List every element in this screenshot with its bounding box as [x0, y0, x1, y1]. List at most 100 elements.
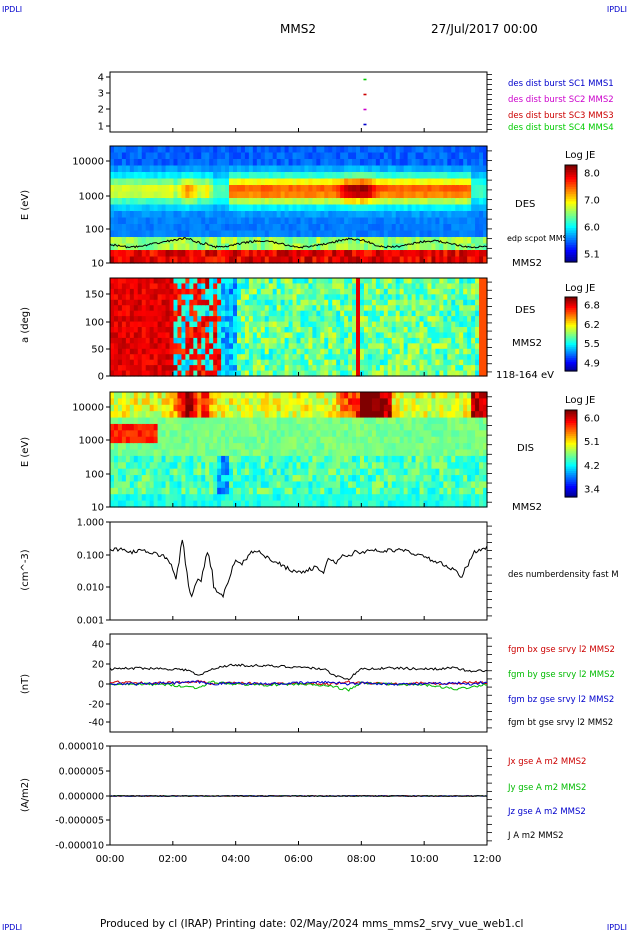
heatmap-cell: [431, 191, 437, 199]
heatmap-cell: [240, 316, 246, 323]
heatmap-cell: [371, 411, 377, 419]
heatmap-cell: [225, 332, 230, 339]
heatmap-cell: [173, 462, 179, 470]
heatmap-cell: [284, 278, 290, 285]
heatmap-cell: [363, 217, 369, 225]
heatmap-cell: [193, 256, 198, 264]
heatmap-cell: [336, 204, 341, 212]
heatmap-cell: [145, 455, 151, 463]
heatmap-cell: [348, 278, 353, 285]
heatmap-cell: [264, 370, 270, 377]
heatmap-cell: [137, 481, 143, 489]
heatmap-cell: [117, 417, 123, 425]
heatmap-cell: [153, 449, 159, 457]
heatmap-cell: [217, 230, 222, 238]
heatmap-cell: [451, 359, 456, 366]
heatmap-cell: [280, 365, 286, 372]
heatmap-cell: [133, 359, 139, 366]
heatmap-cell: [383, 230, 389, 238]
heatmap-cell: [157, 392, 163, 399]
heatmap-cell: [153, 185, 159, 193]
heatmap-cell: [447, 185, 452, 193]
heatmap-cell: [256, 404, 262, 412]
heatmap-cell: [256, 475, 262, 483]
heatmap-cell: [121, 332, 127, 339]
heatmap-cell: [209, 404, 214, 412]
heatmap-cell: [288, 288, 294, 295]
heatmap-cell: [383, 475, 389, 483]
heatmap-cell: [153, 204, 159, 212]
heatmap-cell: [395, 191, 401, 199]
heatmap-cell: [260, 430, 266, 438]
heatmap-cell: [344, 283, 349, 290]
heatmap-cell: [360, 337, 365, 344]
heatmap-cell: [201, 230, 206, 238]
heatmap-cell: [280, 250, 286, 258]
heatmap-cell: [471, 359, 476, 366]
heatmap-cell: [371, 159, 377, 167]
heatmap-cell: [471, 217, 476, 225]
heatmap-cell: [395, 462, 401, 470]
heatmap-cell: [431, 172, 437, 180]
heatmap-cell: [419, 250, 425, 258]
heatmap-cell: [133, 370, 139, 377]
heatmap-cell: [240, 462, 246, 470]
heatmap-cell: [304, 278, 310, 285]
heatmap-cell: [375, 159, 381, 167]
heatmap-cell: [236, 172, 242, 180]
heatmap-cell: [360, 417, 365, 425]
heatmap-cell: [217, 250, 222, 258]
heatmap-cell: [153, 392, 159, 399]
heatmap-cell: [463, 165, 468, 173]
heatmap-cell: [133, 449, 139, 457]
heatmap-cell: [435, 327, 440, 334]
heatmap-cell: [451, 217, 456, 225]
heatmap-cell: [379, 159, 385, 167]
heatmap-cell: [427, 185, 433, 193]
heatmap-cell: [141, 299, 147, 306]
heatmap-cell: [193, 332, 198, 339]
heatmap-cell: [459, 343, 464, 350]
heatmap-cell: [419, 299, 425, 306]
heatmap-cell: [375, 417, 381, 425]
heatmap-cell: [407, 191, 413, 199]
heatmap-cell: [121, 230, 127, 238]
heatmap-cell: [264, 316, 270, 323]
heatmap-cell: [308, 288, 313, 295]
heatmap-cell: [149, 294, 155, 301]
heatmap-cell: [308, 211, 313, 219]
heatmap-cell: [284, 468, 290, 476]
heatmap-cell: [344, 337, 349, 344]
heatmap-cell: [471, 365, 476, 372]
heatmap-cell: [336, 191, 341, 199]
heatmap-cell: [256, 299, 262, 306]
heatmap-cell: [236, 211, 242, 219]
heatmap-cell: [185, 404, 190, 412]
heatmap-cell: [475, 224, 480, 232]
heatmap-cell: [363, 250, 369, 258]
heatmap-cell: [145, 146, 151, 154]
heatmap-cell: [463, 204, 468, 212]
heatmap-cell: [193, 487, 198, 495]
heatmap-cell: [320, 500, 325, 508]
heatmap-cell: [316, 343, 321, 350]
heatmap-cell: [483, 359, 488, 366]
heatmap-cell: [256, 354, 262, 361]
heatmap-cell: [260, 354, 266, 361]
heatmap-cell: [256, 436, 262, 444]
heatmap-cell: [411, 224, 417, 232]
heatmap-cell: [288, 159, 294, 167]
heatmap-cell: [248, 305, 254, 312]
heatmap-cell: [304, 449, 310, 457]
heatmap-cell: [133, 348, 139, 355]
heatmap-cell: [165, 411, 171, 419]
heatmap-cell: [296, 443, 302, 451]
heatmap-cell: [423, 370, 429, 377]
heatmap-cell: [141, 332, 147, 339]
heatmap-cell: [419, 398, 425, 406]
heatmap-cell: [324, 305, 329, 312]
heatmap-cell: [316, 398, 321, 406]
heatmap-cell: [177, 321, 183, 328]
heatmap-cell: [284, 165, 290, 173]
heatmap-cell: [379, 423, 385, 431]
